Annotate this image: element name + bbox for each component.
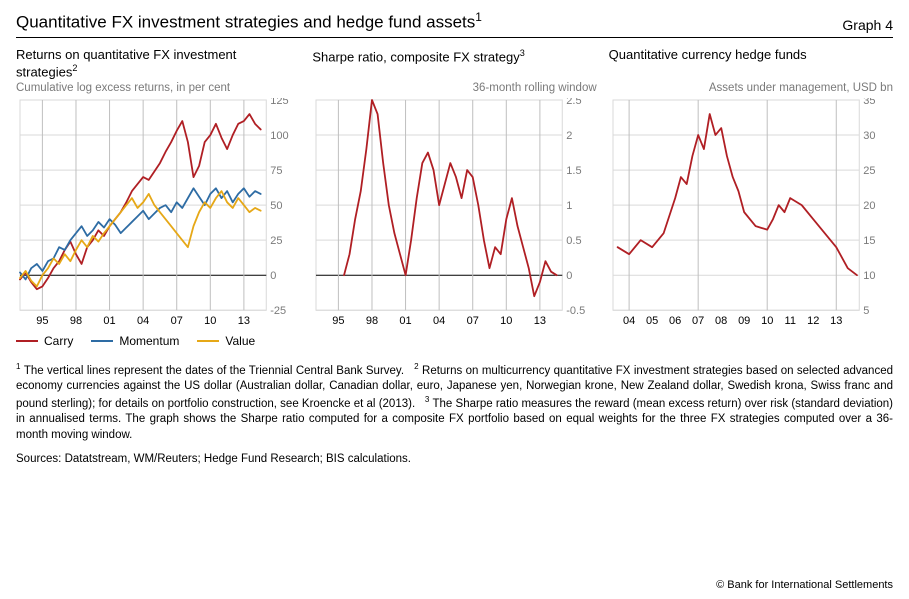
svg-text:12: 12 [807,315,819,327]
panel1-legend: Carry Momentum Value [16,334,300,348]
svg-text:20: 20 [863,200,875,212]
svg-text:95: 95 [333,315,345,327]
svg-text:13: 13 [830,315,842,327]
panel1-chart: -25 0 25 50 75 100 125 95 98 01 04 07 10 13 [16,98,300,328]
panel3-subtitle: Assets under management, USD bn [609,82,893,96]
svg-text:13: 13 [238,315,250,327]
title-bar: Quantitative FX investment strategies an… [16,10,893,38]
graph-number: Graph 4 [842,17,893,33]
svg-text:04: 04 [433,315,445,327]
svg-text:10: 10 [204,315,216,327]
svg-text:04: 04 [137,315,149,327]
panel1-title: Returns on quantitative FX investment st… [16,48,300,80]
svg-text:06: 06 [669,315,681,327]
svg-text:30: 30 [863,130,875,142]
panel2-chart: -0.5 0 0.5 1 1.5 2 2.5 95 98 01 04 07 10 13 [312,98,596,328]
legend-swatch [91,340,113,342]
panel3-title: Quantitative currency hedge funds [609,48,893,80]
svg-text:98: 98 [366,315,378,327]
svg-text:0: 0 [270,270,276,282]
page-title: Quantitative FX investment strategies an… [16,10,482,33]
legend-item: Momentum [91,334,179,348]
svg-text:10: 10 [501,315,513,327]
svg-text:01: 01 [103,315,115,327]
panel-aum: Quantitative currency hedge funds Assets… [609,48,893,348]
panel-returns: Returns on quantitative FX investment st… [16,48,300,348]
panels-row: Returns on quantitative FX investment st… [16,48,893,348]
svg-text:0.5: 0.5 [567,235,582,247]
svg-text:15: 15 [863,235,875,247]
legend-item: Carry [16,334,73,348]
legend-swatch [16,340,38,342]
legend-label: Momentum [119,334,179,348]
copyright: © Bank for International Settlements [716,579,893,591]
legend-item: Value [197,334,255,348]
legend-label: Value [225,334,255,348]
svg-text:07: 07 [171,315,183,327]
svg-text:10: 10 [863,270,875,282]
legend-swatch [197,340,219,342]
svg-text:13: 13 [534,315,546,327]
panel2-subtitle: 36-month rolling window [312,82,596,96]
svg-text:2: 2 [567,130,573,142]
panel2-title: Sharpe ratio, composite FX strategy3 [312,48,596,80]
svg-text:01: 01 [400,315,412,327]
svg-text:0: 0 [567,270,573,282]
svg-text:05: 05 [646,315,658,327]
svg-text:10: 10 [761,315,773,327]
svg-text:1.5: 1.5 [567,165,582,177]
svg-text:35: 35 [863,98,875,107]
svg-text:50: 50 [270,200,282,212]
svg-text:25: 25 [270,235,282,247]
svg-text:125: 125 [270,98,288,107]
svg-text:95: 95 [36,315,48,327]
sources: Sources: Datatstream, WM/Reuters; Hedge … [16,453,893,465]
svg-text:-0.5: -0.5 [567,305,586,317]
svg-text:5: 5 [863,305,869,317]
svg-text:07: 07 [467,315,479,327]
svg-text:100: 100 [270,130,288,142]
footnotes: 1 The vertical lines represent the dates… [16,362,893,443]
svg-text:-25: -25 [270,305,286,317]
panel1-subtitle: Cumulative log excess returns, in per ce… [16,82,300,96]
svg-text:08: 08 [715,315,727,327]
svg-text:04: 04 [623,315,635,327]
svg-text:07: 07 [692,315,704,327]
svg-text:75: 75 [270,165,282,177]
panel3-chart: 5 10 15 20 25 30 35 04 05 06 07 08 09 10 11 12 13 [609,98,893,328]
legend-label: Carry [44,334,73,348]
svg-text:09: 09 [738,315,750,327]
svg-text:11: 11 [784,315,795,327]
panel-sharpe: Sharpe ratio, composite FX strategy3 36-… [312,48,596,348]
svg-text:25: 25 [863,165,875,177]
svg-text:2.5: 2.5 [567,98,582,107]
svg-text:1: 1 [567,200,573,212]
svg-text:98: 98 [70,315,82,327]
